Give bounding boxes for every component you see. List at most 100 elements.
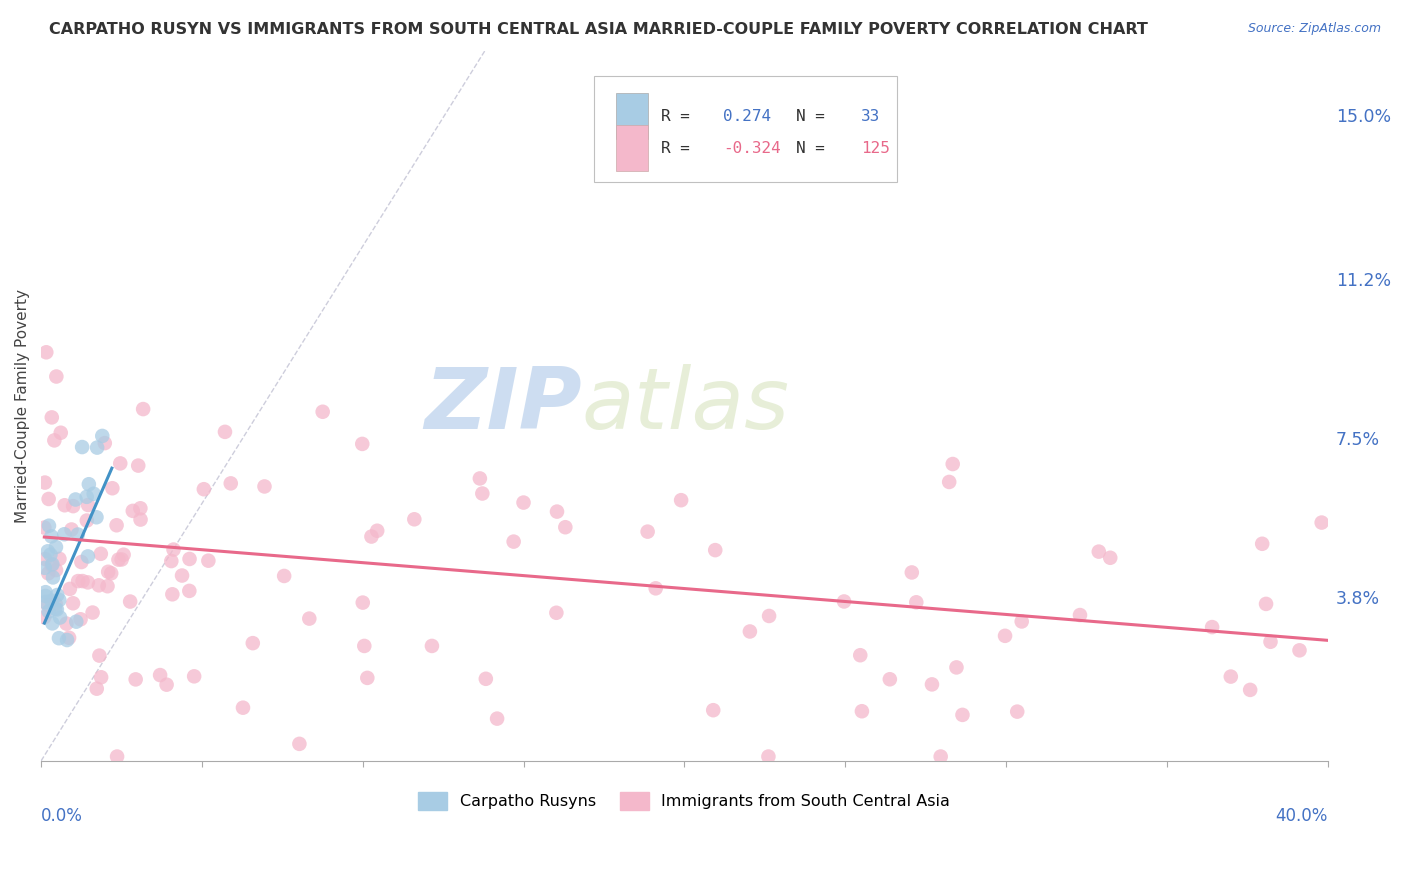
Point [34, 520, 56, 534]
Point [1260, 634, 1282, 648]
Point [41, 558, 63, 572]
Point [356, 671, 378, 685]
Point [758, 749, 780, 764]
Point [41, 616, 63, 631]
Point [91, 429, 114, 443]
Point [48, 593, 70, 607]
Point [124, 673, 146, 687]
Point [1251, 537, 1274, 551]
Point [41, 593, 63, 607]
Point [44, 601, 66, 615]
Point [929, 749, 952, 764]
Point [90, 670, 112, 684]
Point [70, 440, 93, 454]
Point [644, 582, 666, 596]
Point [121, 504, 143, 518]
Point [945, 660, 967, 674]
Point [100, 566, 122, 581]
Point [197, 554, 219, 568]
Point [46, 588, 69, 602]
Point [942, 457, 965, 471]
Point [53, 527, 76, 541]
Point [938, 475, 960, 489]
Point [87, 578, 110, 592]
Text: 33: 33 [860, 109, 880, 124]
Text: 125: 125 [860, 141, 890, 156]
Point [86, 441, 108, 455]
Y-axis label: Married-Couple Family Poverty: Married-Couple Family Poverty [15, 289, 30, 523]
Point [162, 587, 184, 601]
Point [127, 458, 149, 473]
Point [89, 648, 111, 663]
Point [554, 520, 576, 534]
Point [1288, 643, 1310, 657]
Point [219, 476, 242, 491]
Point [77, 549, 100, 564]
Point [76, 575, 98, 590]
Text: N =: N = [796, 109, 835, 124]
Point [41, 529, 63, 543]
Point [214, 425, 236, 439]
Point [170, 568, 193, 582]
Point [69, 612, 91, 626]
Point [49, 425, 72, 440]
Point [1239, 682, 1261, 697]
Point [44, 434, 66, 448]
Point [34, 561, 56, 575]
Point [1088, 544, 1111, 558]
Text: R =: R = [661, 109, 700, 124]
Text: ZIP: ZIP [423, 364, 582, 447]
Point [155, 678, 177, 692]
Point [110, 552, 132, 566]
Point [468, 471, 491, 485]
Point [1254, 597, 1277, 611]
Point [353, 639, 375, 653]
Point [48, 631, 70, 645]
Point [360, 530, 382, 544]
Text: Source: ZipAtlas.com: Source: ZipAtlas.com [1247, 22, 1381, 36]
Point [905, 595, 928, 609]
Text: 0.274: 0.274 [723, 109, 770, 124]
Point [486, 712, 509, 726]
Point [96, 579, 118, 593]
Point [38, 518, 60, 533]
Point [546, 606, 568, 620]
Point [76, 490, 98, 504]
Point [512, 495, 534, 509]
Text: CARPATHO RUSYN VS IMMIGRANTS FROM SOUTH CENTRAL ASIA MARRIED-COUPLE FAMILY POVER: CARPATHO RUSYN VS IMMIGRANTS FROM SOUTH … [49, 22, 1149, 37]
Point [65, 492, 87, 507]
Point [352, 437, 374, 451]
Point [62, 499, 84, 513]
Point [34, 610, 56, 624]
Point [45, 597, 67, 611]
Text: -0.324: -0.324 [723, 141, 780, 156]
Text: 0.0%: 0.0% [41, 807, 83, 825]
Point [82, 606, 104, 620]
Point [60, 523, 83, 537]
Point [149, 668, 172, 682]
Point [288, 737, 311, 751]
Point [49, 610, 72, 624]
FancyBboxPatch shape [616, 125, 648, 171]
Point [160, 554, 183, 568]
Point [72, 574, 94, 588]
Point [471, 486, 494, 500]
Point [669, 493, 692, 508]
Point [86, 510, 108, 524]
Point [42, 570, 65, 584]
Point [1201, 620, 1223, 634]
Point [105, 518, 128, 533]
Point [76, 514, 98, 528]
Point [546, 505, 568, 519]
Point [1069, 608, 1091, 623]
Point [86, 681, 108, 696]
Point [242, 636, 264, 650]
Point [352, 596, 374, 610]
Point [179, 583, 201, 598]
Point [253, 479, 276, 493]
Point [1005, 705, 1028, 719]
Text: R =: R = [661, 141, 700, 156]
Point [83, 487, 105, 501]
Point [704, 543, 727, 558]
Point [45, 563, 67, 577]
